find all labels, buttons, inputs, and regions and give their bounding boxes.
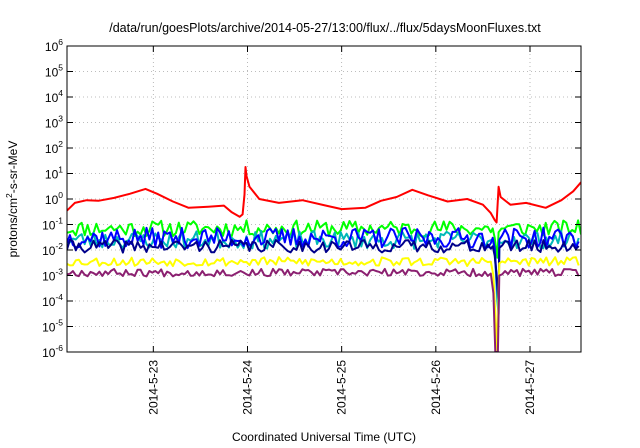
series-line-2 xyxy=(67,219,581,259)
series-line-1 xyxy=(67,166,581,224)
y-tick-label: 102 xyxy=(45,139,63,156)
y-tick-label: 10-4 xyxy=(42,292,63,309)
x-axis-label: Coordinated Universal Time (UTC) xyxy=(232,430,416,444)
y-tick-label: 101 xyxy=(45,165,63,182)
y-tick-label: 10-1 xyxy=(42,216,63,233)
y-tick-label: 104 xyxy=(45,88,63,105)
y-tick-label: 100 xyxy=(45,190,63,207)
x-tick-label: 2014-5-25 xyxy=(335,360,349,415)
chart-title: /data/run/goesPlots/archive/2014-05-27/1… xyxy=(109,21,541,35)
y-tick-label: 10-6 xyxy=(42,343,63,360)
series-line-6 xyxy=(67,256,580,352)
axis-ticks xyxy=(67,45,581,353)
y-tick-labels: 10-6 10-5 10-4 10-3 10-2 10-1 100 101 102 103 104 1… xyxy=(42,37,63,360)
x-tick-labels: 2014-5-23 2014-5-24 2014-5-25 2014-5-26 2014… xyxy=(146,360,537,415)
x-tick-label: 2014-5-23 xyxy=(146,360,160,415)
x-tick-label: 2014-5-27 xyxy=(523,360,537,415)
series-layer xyxy=(67,166,581,352)
x-tick-label: 2014-5-24 xyxy=(240,360,254,415)
y-tick-label: 103 xyxy=(45,114,63,131)
y-tick-label: 10-3 xyxy=(42,267,63,284)
y-tick-label: 105 xyxy=(45,63,63,80)
y-tick-label: 106 xyxy=(45,37,63,54)
series-line-5 xyxy=(67,238,580,302)
y-tick-label: 10-5 xyxy=(42,318,63,335)
x-tick-label: 2014-5-26 xyxy=(429,360,443,415)
y-tick-label: 10-2 xyxy=(42,241,63,258)
series-line-7 xyxy=(67,267,580,352)
y-axis-label: protons/cm2-s-sr-MeV xyxy=(4,141,20,258)
